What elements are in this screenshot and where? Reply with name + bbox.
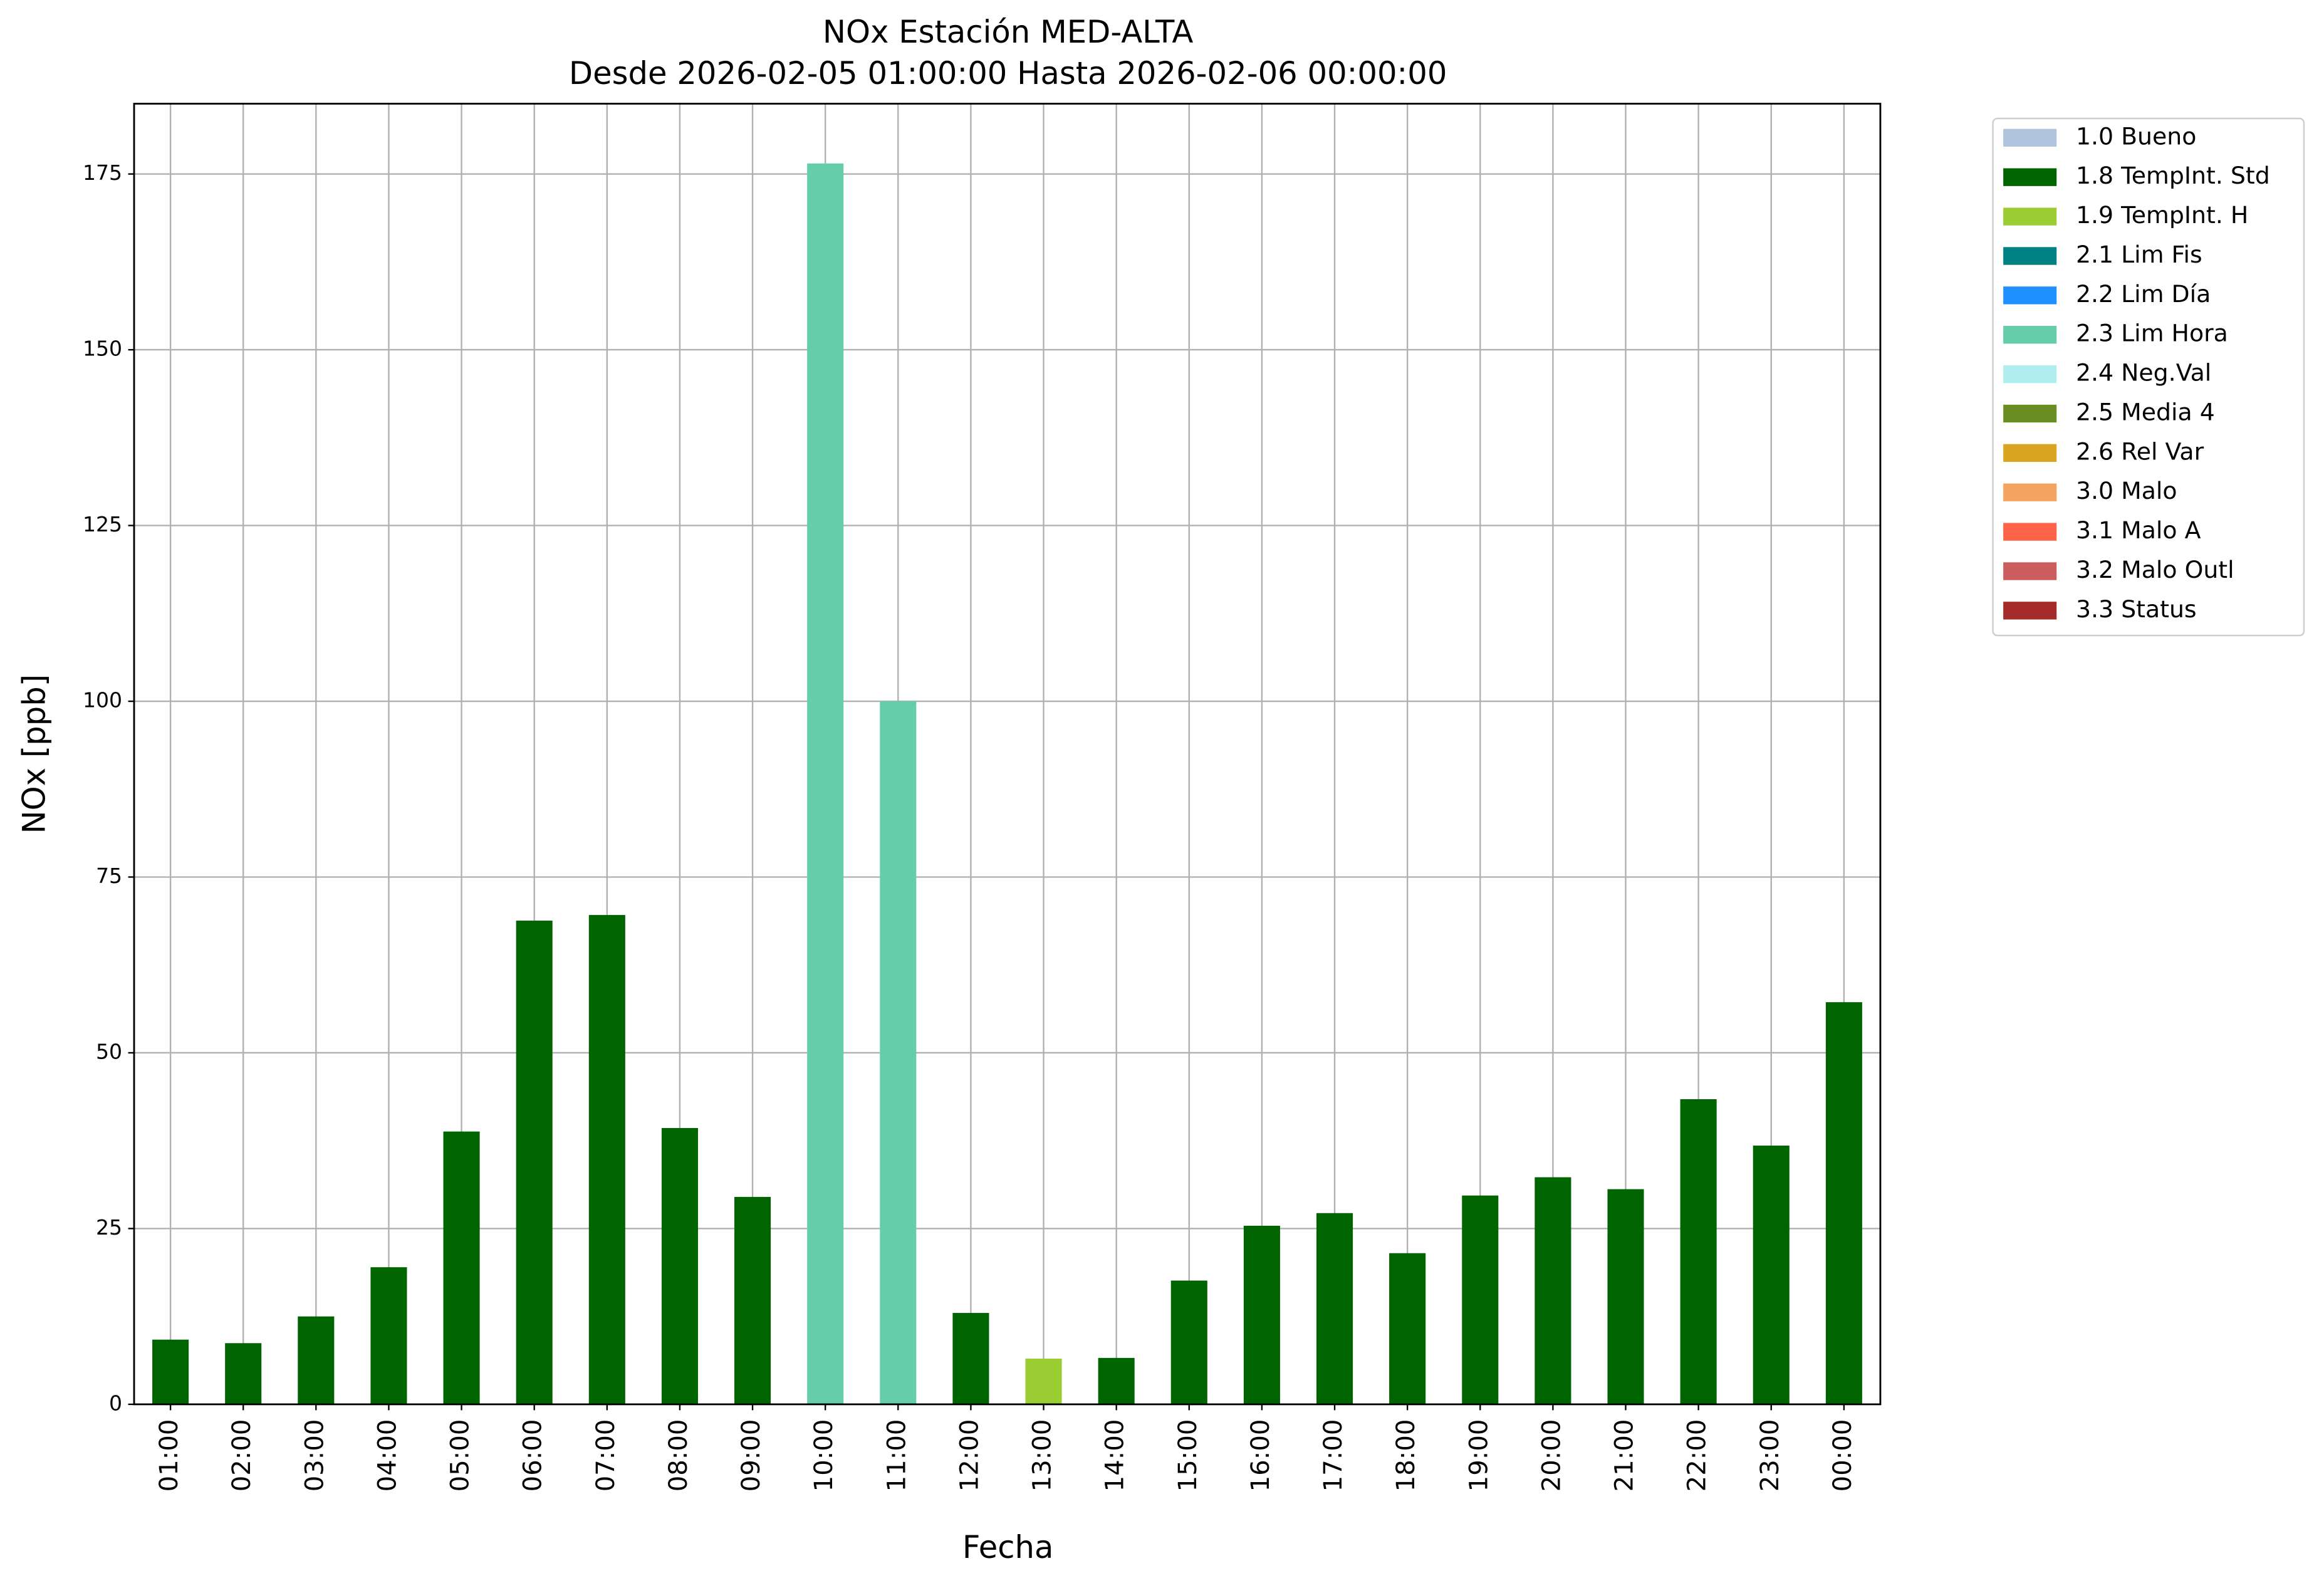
y-tick-label: 150 bbox=[83, 337, 122, 361]
bar bbox=[1607, 1189, 1644, 1404]
x-tick-label: 04:00 bbox=[373, 1419, 402, 1492]
x-tick-label: 00:00 bbox=[1828, 1419, 1857, 1492]
x-tick-label: 21:00 bbox=[1610, 1419, 1639, 1492]
bar bbox=[152, 1339, 189, 1404]
bar bbox=[734, 1196, 771, 1404]
legend-swatch bbox=[2003, 128, 2057, 147]
legend-label: 2.1 Lim Fis bbox=[2076, 241, 2202, 268]
x-tick-label: 01:00 bbox=[155, 1419, 184, 1492]
x-tick-label: 16:00 bbox=[1246, 1419, 1275, 1492]
bar bbox=[298, 1316, 335, 1404]
bar bbox=[443, 1131, 480, 1404]
bar bbox=[516, 921, 553, 1404]
y-tick-label: 100 bbox=[83, 688, 122, 713]
legend-swatch bbox=[2003, 365, 2057, 384]
bar bbox=[588, 915, 625, 1404]
bar bbox=[661, 1128, 698, 1404]
y-tick-label: 0 bbox=[109, 1391, 122, 1415]
x-tick-label: 05:00 bbox=[446, 1419, 475, 1492]
bar bbox=[370, 1267, 407, 1404]
x-tick-label: 09:00 bbox=[737, 1419, 766, 1492]
chart-subtitle: Desde 2026-02-05 01:00:00 Hasta 2026-02-… bbox=[569, 55, 1447, 91]
bar bbox=[1535, 1177, 1571, 1404]
x-tick-label: 22:00 bbox=[1683, 1419, 1712, 1492]
y-tick-label: 75 bbox=[96, 864, 122, 888]
x-tick-label: 23:00 bbox=[1756, 1419, 1785, 1492]
y-tick-label: 50 bbox=[96, 1039, 122, 1063]
x-tick-label: 07:00 bbox=[591, 1419, 620, 1492]
legend-box bbox=[1992, 117, 2305, 637]
x-tick-label: 19:00 bbox=[1464, 1419, 1493, 1492]
bar bbox=[1462, 1195, 1499, 1404]
bar bbox=[1316, 1213, 1353, 1404]
x-tick-label: 06:00 bbox=[519, 1419, 548, 1492]
x-tick-label: 02:00 bbox=[227, 1419, 256, 1492]
bar bbox=[1753, 1146, 1790, 1404]
legend-swatch bbox=[2003, 562, 2057, 580]
x-tick-label: 08:00 bbox=[664, 1419, 693, 1492]
legend-label: 3.1 Malo A bbox=[2076, 516, 2201, 544]
bar bbox=[880, 701, 917, 1404]
legend-swatch bbox=[2003, 483, 2057, 501]
x-tick-label: 12:00 bbox=[955, 1419, 984, 1492]
legend-swatch bbox=[2003, 523, 2057, 541]
legend-swatch bbox=[2003, 444, 2057, 462]
bar bbox=[1025, 1358, 1062, 1404]
x-axis-label: Fecha bbox=[962, 1529, 1054, 1565]
legend-swatch bbox=[2003, 602, 2057, 620]
legend-swatch bbox=[2003, 207, 2057, 226]
legend-label: 3.0 Malo bbox=[2076, 477, 2177, 504]
legend-label: 1.0 Bueno bbox=[2076, 122, 2196, 150]
legend-label: 1.8 TempInt. Std bbox=[2076, 162, 2270, 189]
legend-label: 2.2 Lim Día bbox=[2076, 280, 2211, 308]
x-tick-label: 14:00 bbox=[1101, 1419, 1130, 1492]
x-tick-label: 11:00 bbox=[882, 1419, 911, 1492]
bar bbox=[807, 163, 844, 1404]
y-tick-label: 125 bbox=[83, 512, 122, 536]
bar bbox=[952, 1313, 989, 1404]
x-tick-label: 20:00 bbox=[1537, 1419, 1566, 1492]
legend-label: 3.2 Malo Outl bbox=[2076, 556, 2234, 583]
legend-label: 2.6 Rel Var bbox=[2076, 437, 2204, 465]
bar bbox=[1825, 1002, 1862, 1404]
bar bbox=[1389, 1253, 1426, 1404]
legend-swatch bbox=[2003, 286, 2057, 305]
legend-label: 2.3 Lim Hora bbox=[2076, 320, 2228, 347]
x-tick-label: 17:00 bbox=[1319, 1419, 1348, 1492]
legend-label: 3.3 Status bbox=[2076, 595, 2197, 623]
bar bbox=[1243, 1225, 1280, 1404]
legend-swatch bbox=[2003, 326, 2057, 344]
legend-label: 1.9 TempInt. H bbox=[2076, 201, 2248, 229]
x-tick-label: 15:00 bbox=[1174, 1419, 1202, 1492]
x-tick-label: 10:00 bbox=[810, 1419, 838, 1492]
legend-label: 2.5 Media 4 bbox=[2076, 398, 2215, 426]
x-tick-label: 13:00 bbox=[1028, 1419, 1057, 1492]
legend-swatch bbox=[2003, 168, 2057, 186]
y-tick-label: 25 bbox=[96, 1215, 122, 1240]
bar bbox=[1680, 1099, 1717, 1404]
x-tick-label: 03:00 bbox=[300, 1419, 329, 1492]
legend-label: 2.4 Neg.Val bbox=[2076, 359, 2211, 387]
bar bbox=[1170, 1280, 1207, 1404]
y-axis-label: NOx [ppb] bbox=[16, 674, 53, 834]
x-tick-label: 18:00 bbox=[1392, 1419, 1420, 1492]
legend-swatch bbox=[2003, 404, 2057, 423]
bar bbox=[225, 1343, 262, 1404]
legend-swatch bbox=[2003, 247, 2057, 265]
y-tick-label: 175 bbox=[83, 160, 122, 185]
chart-title: NOx Estación MED-ALTA bbox=[823, 14, 1193, 50]
bar bbox=[1098, 1357, 1135, 1404]
plot-frame bbox=[133, 103, 1882, 1406]
